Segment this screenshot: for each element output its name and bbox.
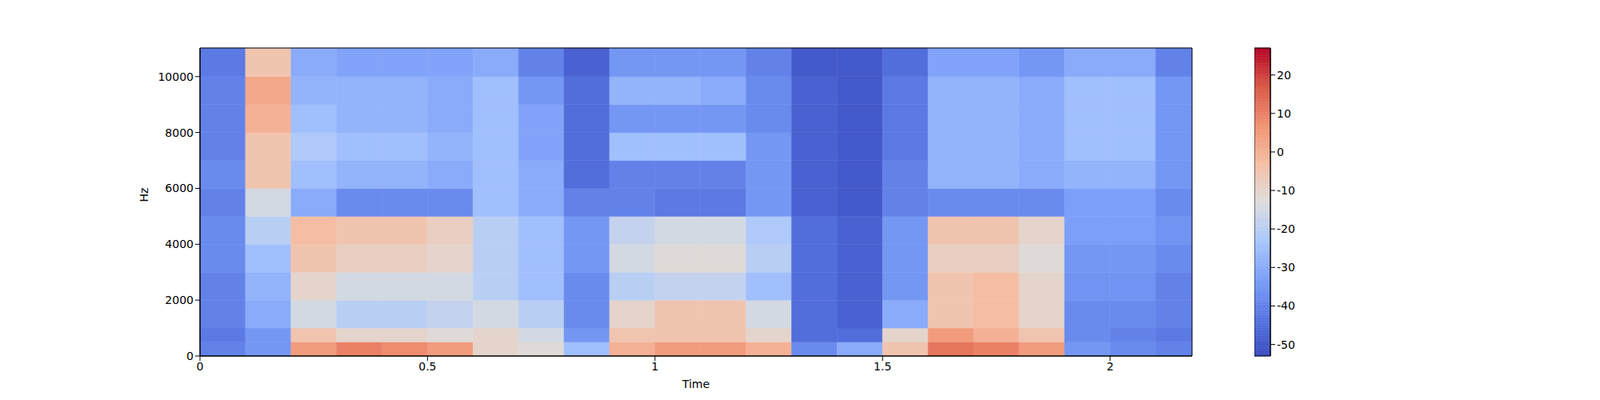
- svg-text:1.5: 1.5: [873, 360, 892, 373]
- svg-text:2000: 2000: [164, 293, 194, 307]
- svg-text:1: 1: [651, 360, 659, 373]
- svg-text:2: 2: [1106, 360, 1114, 373]
- svg-text:Hz: Hz: [137, 188, 151, 203]
- svg-text:-50: -50: [1276, 338, 1296, 352]
- svg-text:-30: -30: [1276, 260, 1296, 274]
- svg-text:10000: 10000: [157, 70, 194, 84]
- svg-text:-20: -20: [1276, 222, 1296, 236]
- svg-text:4000: 4000: [164, 237, 194, 251]
- svg-text:-10: -10: [1276, 184, 1296, 197]
- svg-text:0: 0: [1276, 145, 1284, 159]
- svg-text:20: 20: [1276, 68, 1292, 82]
- svg-text:Time: Time: [681, 377, 710, 391]
- svg-text:0: 0: [186, 349, 194, 363]
- svg-text:0: 0: [196, 360, 204, 373]
- svg-text:6000: 6000: [164, 181, 194, 195]
- svg-text:8000: 8000: [164, 126, 194, 140]
- svg-text:-40: -40: [1276, 299, 1296, 312]
- svg-text:0.5: 0.5: [418, 360, 436, 373]
- svg-text:10: 10: [1276, 107, 1292, 120]
